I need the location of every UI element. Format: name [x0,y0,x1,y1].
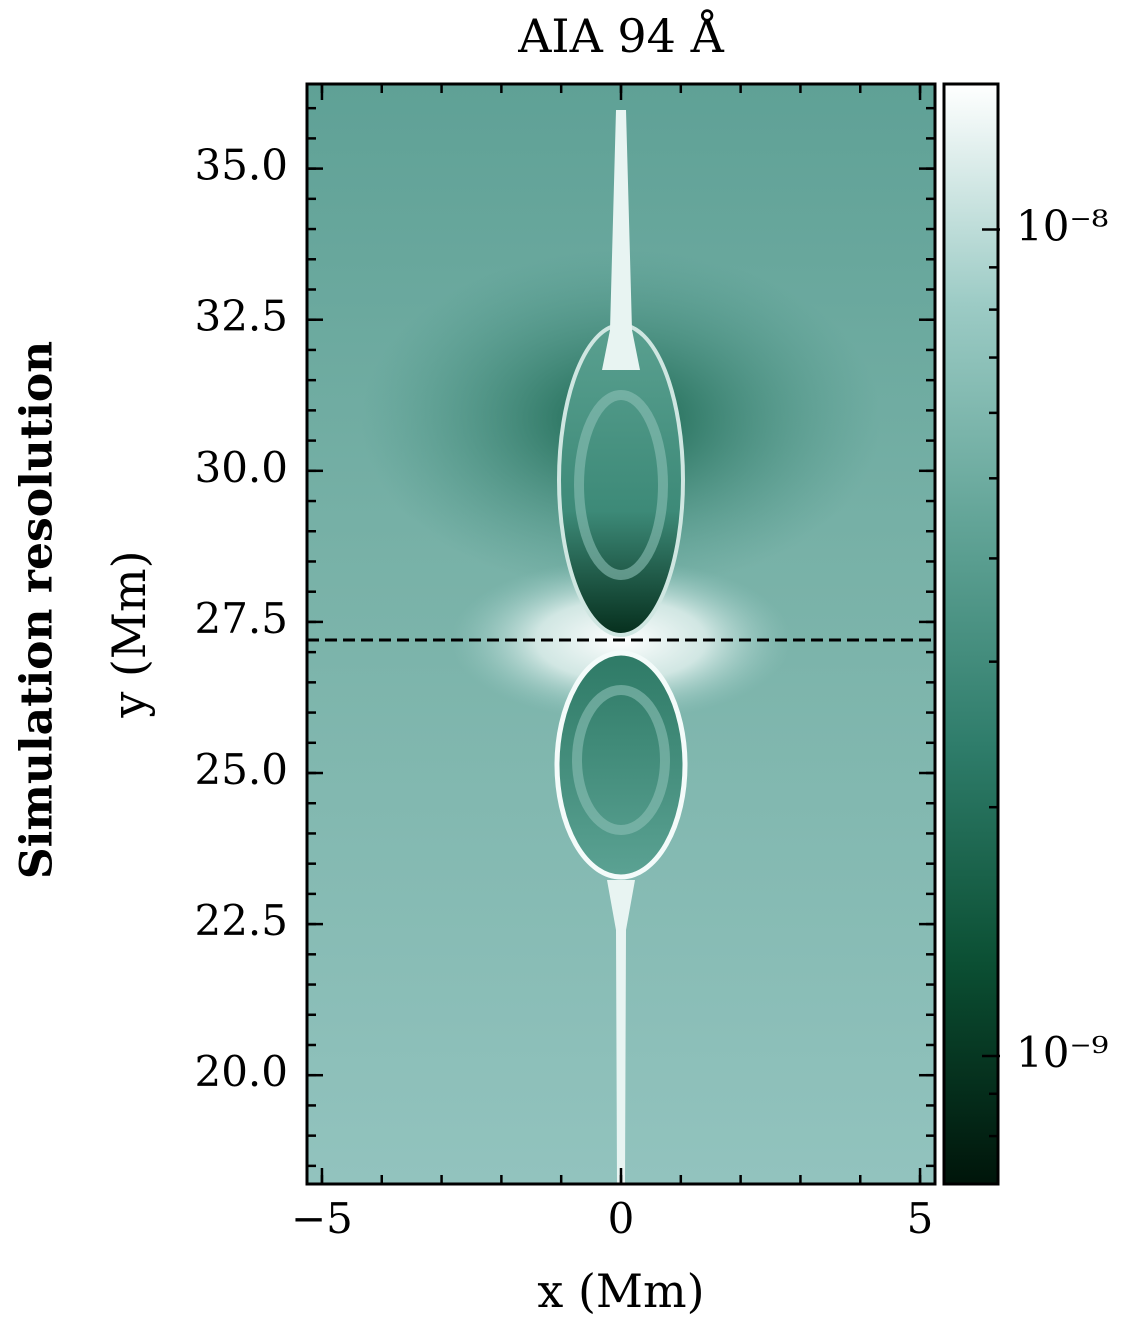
y-tick-label: 25.0 [194,745,288,794]
image-feature [572,685,670,835]
image [307,84,935,1184]
colorbar-tick-label: 10⁻⁹ [1016,1028,1108,1077]
image-feature [607,880,635,1184]
colorbar [942,82,1000,1186]
x-axis-label: x (Mm) [537,1264,704,1318]
y-axis-label: y (Mm) [102,550,156,718]
y-tick-label: 20.0 [194,1047,288,1096]
y-tick-label: 35.0 [194,141,288,190]
y-tick-label: 27.5 [194,594,288,643]
y-tick-label: 32.5 [194,292,288,341]
image-feature [574,390,668,580]
x-tick-label: 5 [907,1194,934,1243]
row-label: Simulation resolution [12,341,63,879]
colorbar-tick-label: 10⁻⁸ [1016,202,1108,251]
y-tick-label: 30.0 [194,443,288,492]
x-tick-label: 0 [608,1194,635,1243]
image-feature [602,110,640,370]
y-tick-label: 22.5 [194,896,288,945]
chart-title: AIA 94 Å [517,8,724,63]
x-tick-label: −5 [291,1194,353,1243]
